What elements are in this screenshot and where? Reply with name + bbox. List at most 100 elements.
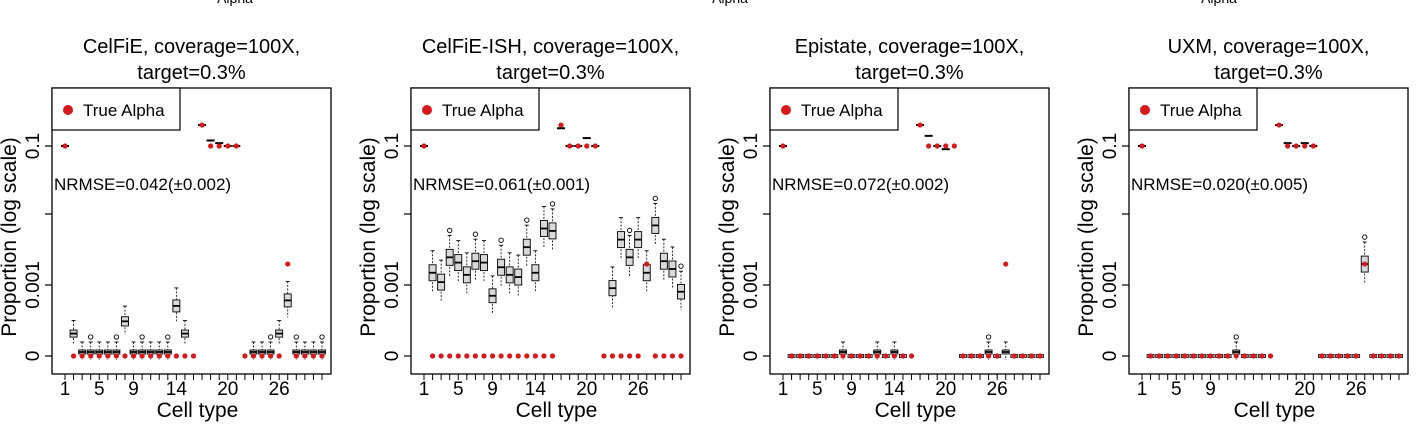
x-tick-label: 9 [846, 379, 857, 400]
true-alpha-point [1199, 353, 1205, 359]
true-alpha-point [1387, 353, 1394, 359]
true-alpha-point [208, 143, 214, 149]
outlier-point [113, 334, 120, 340]
true-alpha-point [165, 353, 171, 359]
true-alpha-point [788, 353, 795, 359]
true-alpha-point [421, 143, 427, 149]
nrmse-annotation: NRMSE=0.072(±0.002) [772, 175, 949, 194]
true-alpha-point [541, 353, 547, 359]
legend-label: True Alpha [801, 101, 883, 120]
true-alpha-point [113, 353, 119, 359]
true-alpha-point [489, 353, 496, 359]
legend-label: True Alpha [442, 101, 524, 120]
true-alpha-point [242, 353, 248, 359]
true-alpha-point [1267, 353, 1274, 359]
chart-title-line2: target=0.3% [137, 62, 246, 84]
outlier-point [678, 263, 684, 269]
x-tick-label: 1 [60, 379, 71, 400]
true-alpha-point [1190, 353, 1196, 359]
true-alpha-point [1250, 353, 1256, 359]
legend: True Alpha [1128, 87, 1258, 131]
chart-title-line1: Epistate, coverage=100X, [795, 36, 1025, 58]
true-alpha-point [866, 353, 872, 359]
true-alpha-point [1242, 353, 1248, 359]
true-alpha-point [951, 143, 957, 149]
true-alpha-point [1327, 353, 1334, 359]
cropped-header-text: Alpha [1201, 0, 1237, 6]
cropped-header-text: Alpha [217, 0, 253, 6]
outlier-point [267, 334, 274, 340]
true-alpha-point [268, 353, 274, 359]
true-alpha-point [250, 353, 257, 359]
true-alpha-point [225, 143, 231, 149]
nrmse-annotation: NRMSE=0.020(±0.005) [1131, 175, 1308, 194]
outlier-point [652, 195, 658, 202]
true-alpha-point [1003, 261, 1009, 267]
true-alpha-point [1233, 353, 1239, 359]
legend-box [1128, 87, 1258, 131]
true-alpha-point [1028, 353, 1035, 359]
true-alpha-point [1011, 353, 1017, 359]
x-tick-label: 9 [487, 379, 498, 400]
y-tick-label: 0 [23, 351, 44, 362]
nrmse-annotation: NRMSE=0.042(±0.002) [54, 175, 231, 194]
x-tick-label: 26 [1346, 379, 1367, 400]
true-alpha-point [814, 353, 820, 359]
true-alpha-point [977, 353, 983, 359]
true-alpha-point [139, 353, 145, 359]
x-tick-label: 1 [419, 379, 430, 400]
true-alpha-point [960, 353, 966, 359]
x-axis-label: Cell type [157, 399, 239, 422]
legend-marker [781, 105, 791, 115]
true-alpha-point [618, 353, 624, 359]
x-axis-label: Cell type [516, 399, 598, 422]
true-alpha-point [498, 353, 504, 359]
true-alpha-point [986, 353, 992, 359]
true-alpha-point [199, 122, 205, 128]
true-alpha-point [592, 143, 598, 149]
outlier-point [88, 334, 94, 340]
legend-marker [1140, 105, 1150, 115]
true-alpha-point [840, 353, 846, 359]
true-alpha-point [968, 353, 975, 359]
chart-title-line1: UXM, coverage=100X, [1168, 36, 1370, 58]
y-axis-label: Proportion (log scale) [1075, 137, 1098, 337]
true-alpha-point [233, 143, 239, 149]
outlier-point [139, 334, 145, 340]
true-alpha-point [567, 143, 573, 149]
true-alpha-point [1165, 353, 1171, 359]
x-tick-label: 26 [269, 379, 290, 400]
true-alpha-point [319, 353, 325, 359]
legend-box [51, 87, 181, 131]
legend: True Alpha [769, 87, 899, 131]
true-alpha-point [652, 353, 658, 359]
true-alpha-point [883, 353, 889, 359]
true-alpha-point [524, 353, 530, 359]
plot-frame [410, 87, 691, 375]
true-alpha-point [464, 353, 470, 359]
true-alpha-point [1147, 353, 1154, 359]
true-alpha-point [1139, 143, 1145, 149]
true-alpha-point [216, 143, 222, 149]
true-alpha-point [900, 353, 906, 359]
true-alpha-point [182, 353, 188, 359]
true-alpha-point [797, 353, 803, 359]
panel-1: CelFiE, coverage=100X, target=0.3% 0 0.001 0… [0, 36, 332, 422]
x-tick-label: 26 [628, 379, 649, 400]
outlier-point [447, 227, 453, 233]
true-alpha-point [1156, 353, 1162, 359]
x-axis-label: Cell type [875, 399, 957, 422]
outlier-point [165, 334, 171, 340]
true-alpha-point [627, 353, 633, 359]
true-alpha-point [507, 353, 513, 359]
x-tick-label: 14 [525, 379, 547, 400]
true-alpha-point [532, 353, 538, 359]
true-alpha-point [1370, 353, 1376, 359]
y-axis-label: Proportion (log scale) [0, 137, 21, 337]
true-alpha-point [455, 353, 461, 359]
chart-title-line2: target=0.3% [855, 62, 964, 84]
outlier-point [985, 334, 992, 340]
true-alpha-point [122, 353, 128, 359]
true-alpha-point [105, 353, 111, 359]
x-tick-label: 1 [1137, 379, 1148, 400]
